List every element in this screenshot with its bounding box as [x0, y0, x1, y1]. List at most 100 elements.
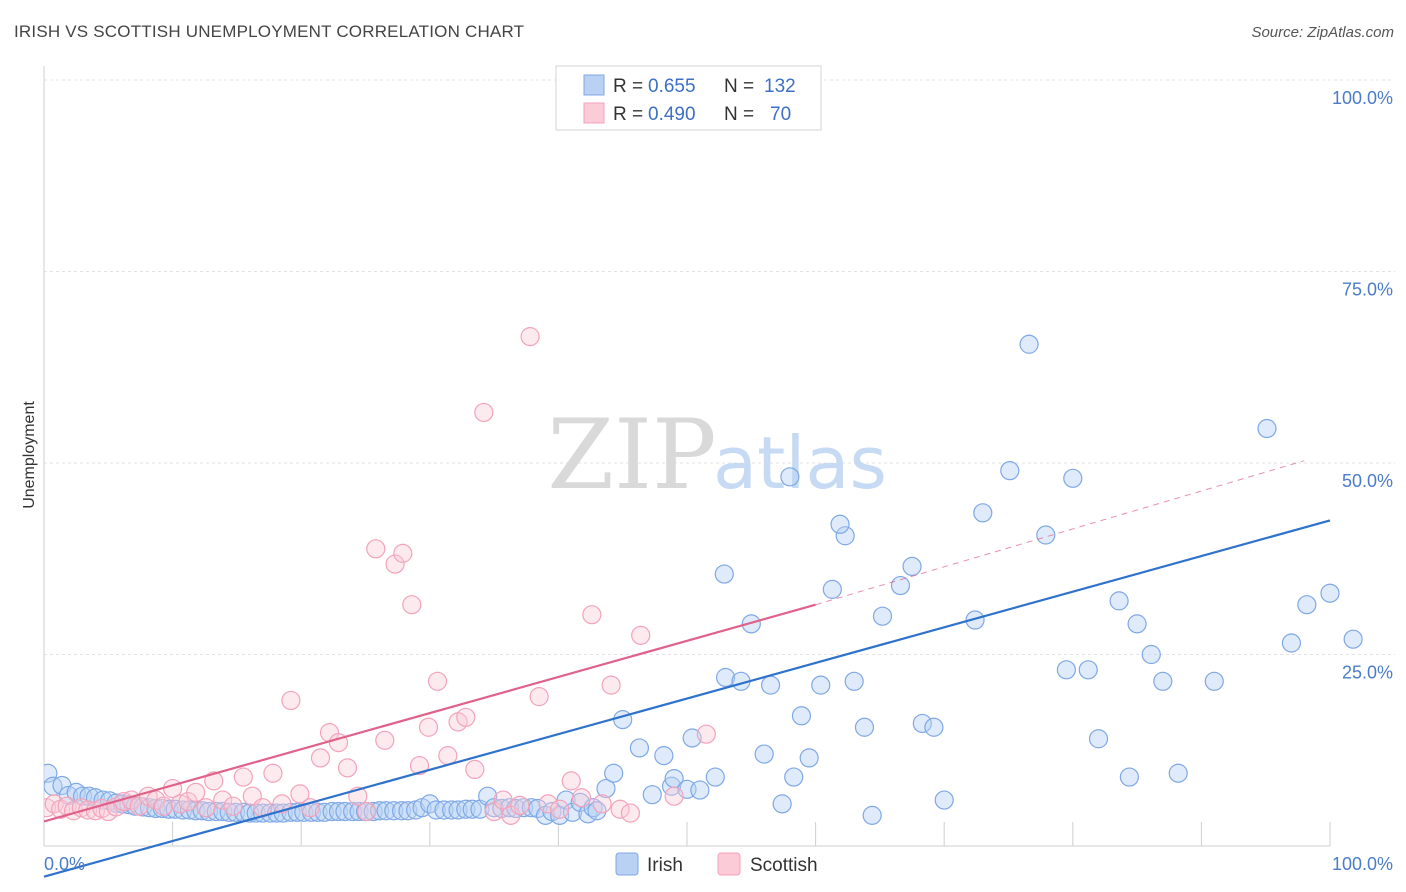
irish-point — [835, 526, 855, 546]
irish-point — [1297, 595, 1317, 615]
irish-point — [872, 606, 893, 626]
scottish-point — [366, 539, 386, 559]
data-points — [44, 327, 1363, 825]
scottish-point — [310, 748, 331, 768]
irish-point — [1056, 660, 1076, 680]
irish-point — [772, 794, 792, 814]
irish-point — [760, 675, 781, 695]
irish-point — [1153, 671, 1173, 691]
irish-point — [690, 780, 710, 800]
legend-scottish-swatch — [583, 102, 605, 124]
irish-point — [335, 801, 355, 822]
scottish-point — [196, 798, 216, 818]
legend-irish-r-label: R = — [613, 76, 643, 97]
scottish-point — [601, 675, 621, 695]
scottish-point — [427, 671, 448, 691]
scottish-point — [393, 543, 413, 563]
irish-point — [456, 799, 476, 819]
scottish-point — [290, 784, 310, 804]
irish-point — [822, 579, 842, 599]
irish-point — [1204, 671, 1224, 691]
scottish-trend-extension — [815, 460, 1305, 606]
scottish-point — [510, 795, 530, 816]
series-legend-scottish-label: Scottish — [750, 855, 818, 876]
irish-point — [384, 801, 404, 821]
legend-scottish-n-label: N = — [724, 104, 754, 125]
axes — [43, 66, 1331, 847]
y-tick-label: 100.0% — [1332, 88, 1393, 108]
irish-point — [1019, 334, 1039, 354]
irish-point — [890, 575, 911, 596]
irish-point — [1141, 644, 1161, 665]
scottish-point — [550, 799, 570, 819]
scottish-point — [474, 402, 494, 423]
irish-point — [780, 467, 800, 487]
irish-point — [328, 801, 349, 822]
irish-point — [714, 564, 734, 584]
scottish-point — [529, 687, 549, 707]
scottish-point — [631, 625, 651, 645]
irish-point — [1000, 461, 1020, 481]
irish-point — [1119, 767, 1139, 787]
series-legend-scottish-swatch — [717, 852, 741, 876]
series-legend-irish-swatch — [615, 852, 639, 876]
y-tick-label: 75.0% — [1342, 280, 1393, 300]
scottish-point — [357, 801, 377, 822]
irish-point — [924, 717, 944, 737]
irish-point — [715, 667, 736, 688]
scottish-point — [418, 717, 439, 737]
legend-scottish-r-label: R = — [613, 104, 643, 125]
scottish-point — [592, 794, 612, 814]
irish-point — [811, 675, 831, 695]
irish-point — [442, 800, 462, 820]
irish-point — [1281, 633, 1302, 653]
scottish-point — [402, 595, 422, 615]
irish-point — [1168, 763, 1188, 783]
irish-point — [398, 801, 418, 821]
irish-point — [1343, 629, 1363, 649]
irish-point — [784, 767, 804, 787]
irish-point — [604, 763, 624, 783]
scottish-point — [696, 724, 716, 744]
legend-scottish-n-value: 70 — [770, 104, 791, 125]
irish-point — [973, 503, 993, 523]
legend-irish-n-label: N = — [724, 76, 754, 97]
x-tick-label: 0.0% — [44, 854, 85, 874]
irish-point — [1078, 660, 1098, 680]
series-legend-irish-label: Irish — [647, 855, 683, 876]
irish-point — [791, 706, 812, 726]
irish-point — [376, 801, 396, 821]
scottish-point — [582, 605, 602, 625]
scottish-point — [337, 758, 358, 778]
scottish-point — [213, 790, 233, 810]
scottish-point — [281, 690, 301, 711]
irish-point — [1127, 614, 1147, 634]
irish-point — [654, 746, 674, 766]
scottish-point — [409, 755, 430, 776]
scottish-point — [610, 799, 630, 819]
irish-point — [854, 717, 875, 737]
scottish-point — [571, 788, 592, 808]
legend-scottish-r-value: 0.490 — [648, 104, 696, 125]
irish-point — [754, 744, 774, 764]
irish-point — [934, 790, 954, 810]
irish-point — [799, 748, 819, 768]
irish-point — [1320, 583, 1340, 603]
scottish-point — [153, 796, 174, 816]
scottish-point — [263, 763, 283, 783]
scottish-point — [233, 767, 253, 787]
chart-title: IRISH VS SCOTTISH UNEMPLOYMENT CORRELATI… — [14, 22, 525, 41]
scottish-point — [538, 794, 558, 814]
irish-point — [844, 671, 864, 691]
irish-point — [434, 800, 454, 820]
scottish-point — [385, 554, 405, 574]
irish-point — [912, 713, 932, 734]
scottish-point — [561, 771, 581, 791]
irish-point — [642, 785, 662, 805]
scottish-point — [204, 771, 224, 791]
irish-point — [1257, 418, 1277, 439]
irish-point — [862, 805, 882, 825]
irish-point — [613, 710, 633, 730]
legend-irish-swatch — [583, 74, 605, 96]
irish-point — [448, 800, 468, 820]
